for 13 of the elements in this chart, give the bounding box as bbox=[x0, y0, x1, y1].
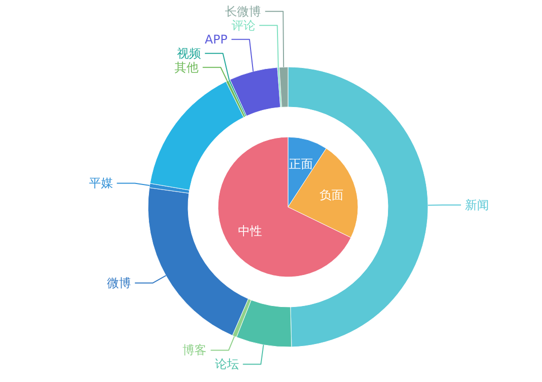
slice-label: 平媒 bbox=[88, 176, 113, 190]
slice-label: 博客 bbox=[182, 343, 207, 358]
slice-label: 论坛 bbox=[214, 357, 239, 372]
slice-label: 长微博 bbox=[225, 4, 262, 18]
slice-label: 视频 bbox=[176, 46, 201, 60]
slice-label: 其他 bbox=[174, 60, 199, 74]
slice-label: 负面 bbox=[319, 188, 344, 202]
slice-label: 新闻 bbox=[464, 198, 489, 212]
slice-label: 微博 bbox=[106, 276, 131, 290]
slice-label: 中性 bbox=[238, 224, 262, 238]
slice-label: 正面 bbox=[288, 156, 313, 171]
slice-label: APP bbox=[204, 32, 228, 46]
slice-label: 评论 bbox=[231, 18, 256, 32]
